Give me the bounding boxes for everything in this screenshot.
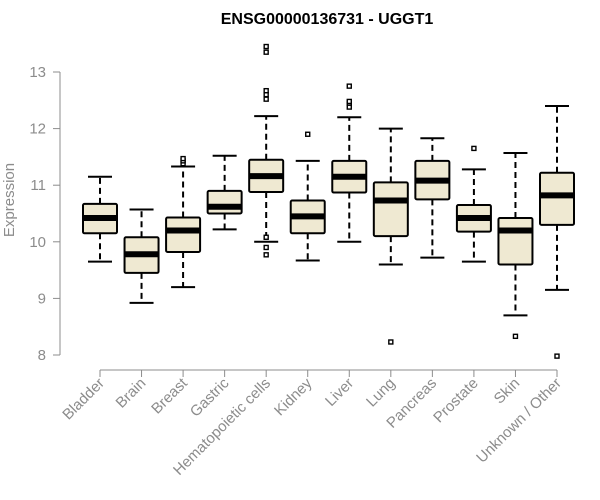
outlier-point <box>263 252 269 258</box>
outlier-point <box>554 353 560 359</box>
y-tick-label: 13 <box>29 64 46 81</box>
outlier-point <box>512 333 519 340</box>
box-gastric <box>206 154 243 231</box>
x-tick-label: Breast <box>148 374 191 417</box>
outlier-point <box>471 145 477 152</box>
box-hematopoietic-cells <box>248 43 285 258</box>
outlier-point <box>388 339 394 345</box>
iqr-box <box>539 171 575 226</box>
outlier-point <box>263 87 269 94</box>
outlier-point <box>263 244 269 251</box>
iqr-box <box>165 216 202 253</box>
y-axis-label: Expression <box>1 163 18 237</box>
y-tick-label: 12 <box>29 121 46 138</box>
box-breast <box>165 155 202 289</box>
y-tick-label: 9 <box>38 290 46 307</box>
outlier-point <box>305 131 311 137</box>
x-tick-label: Bladder <box>59 375 108 424</box>
y-tick-label: 10 <box>29 234 46 251</box>
outlier-point <box>263 234 269 240</box>
y-tick-label: 11 <box>30 177 46 194</box>
iqr-box <box>497 217 534 266</box>
outlier-point <box>263 43 269 50</box>
outlier-point <box>346 98 352 105</box>
box-unknown-other <box>539 104 575 359</box>
box-prostate <box>455 145 492 263</box>
outlier-point <box>180 155 186 162</box>
y-tick-label: 8 <box>38 347 46 364</box>
outlier-point <box>263 96 269 102</box>
x-tick-label: Lung <box>363 375 399 411</box>
x-tick-label: Liver <box>322 375 357 410</box>
iqr-box <box>372 181 409 238</box>
box-bladder <box>82 175 118 263</box>
y-axis: 8 9 10 11 12 13 <box>29 64 61 364</box>
box-brain <box>123 208 160 304</box>
box-liver <box>331 83 368 243</box>
boxes-group <box>82 43 575 359</box>
x-tick-label: Brain <box>113 375 150 412</box>
outlier-point <box>263 49 269 55</box>
outlier-point <box>346 83 352 89</box>
x-tick-label: Skin <box>491 375 524 408</box>
iqr-box <box>206 189 243 215</box>
x-tick-label: Kidney <box>271 374 316 419</box>
chart-title: ENSG00000136731 - UGGT1 <box>221 11 434 28</box>
x-tick-label: Prostate <box>430 375 482 427</box>
box-kidney <box>289 131 326 262</box>
box-skin <box>497 151 534 340</box>
box-lung <box>372 127 409 345</box>
box-pancreas <box>414 137 451 259</box>
